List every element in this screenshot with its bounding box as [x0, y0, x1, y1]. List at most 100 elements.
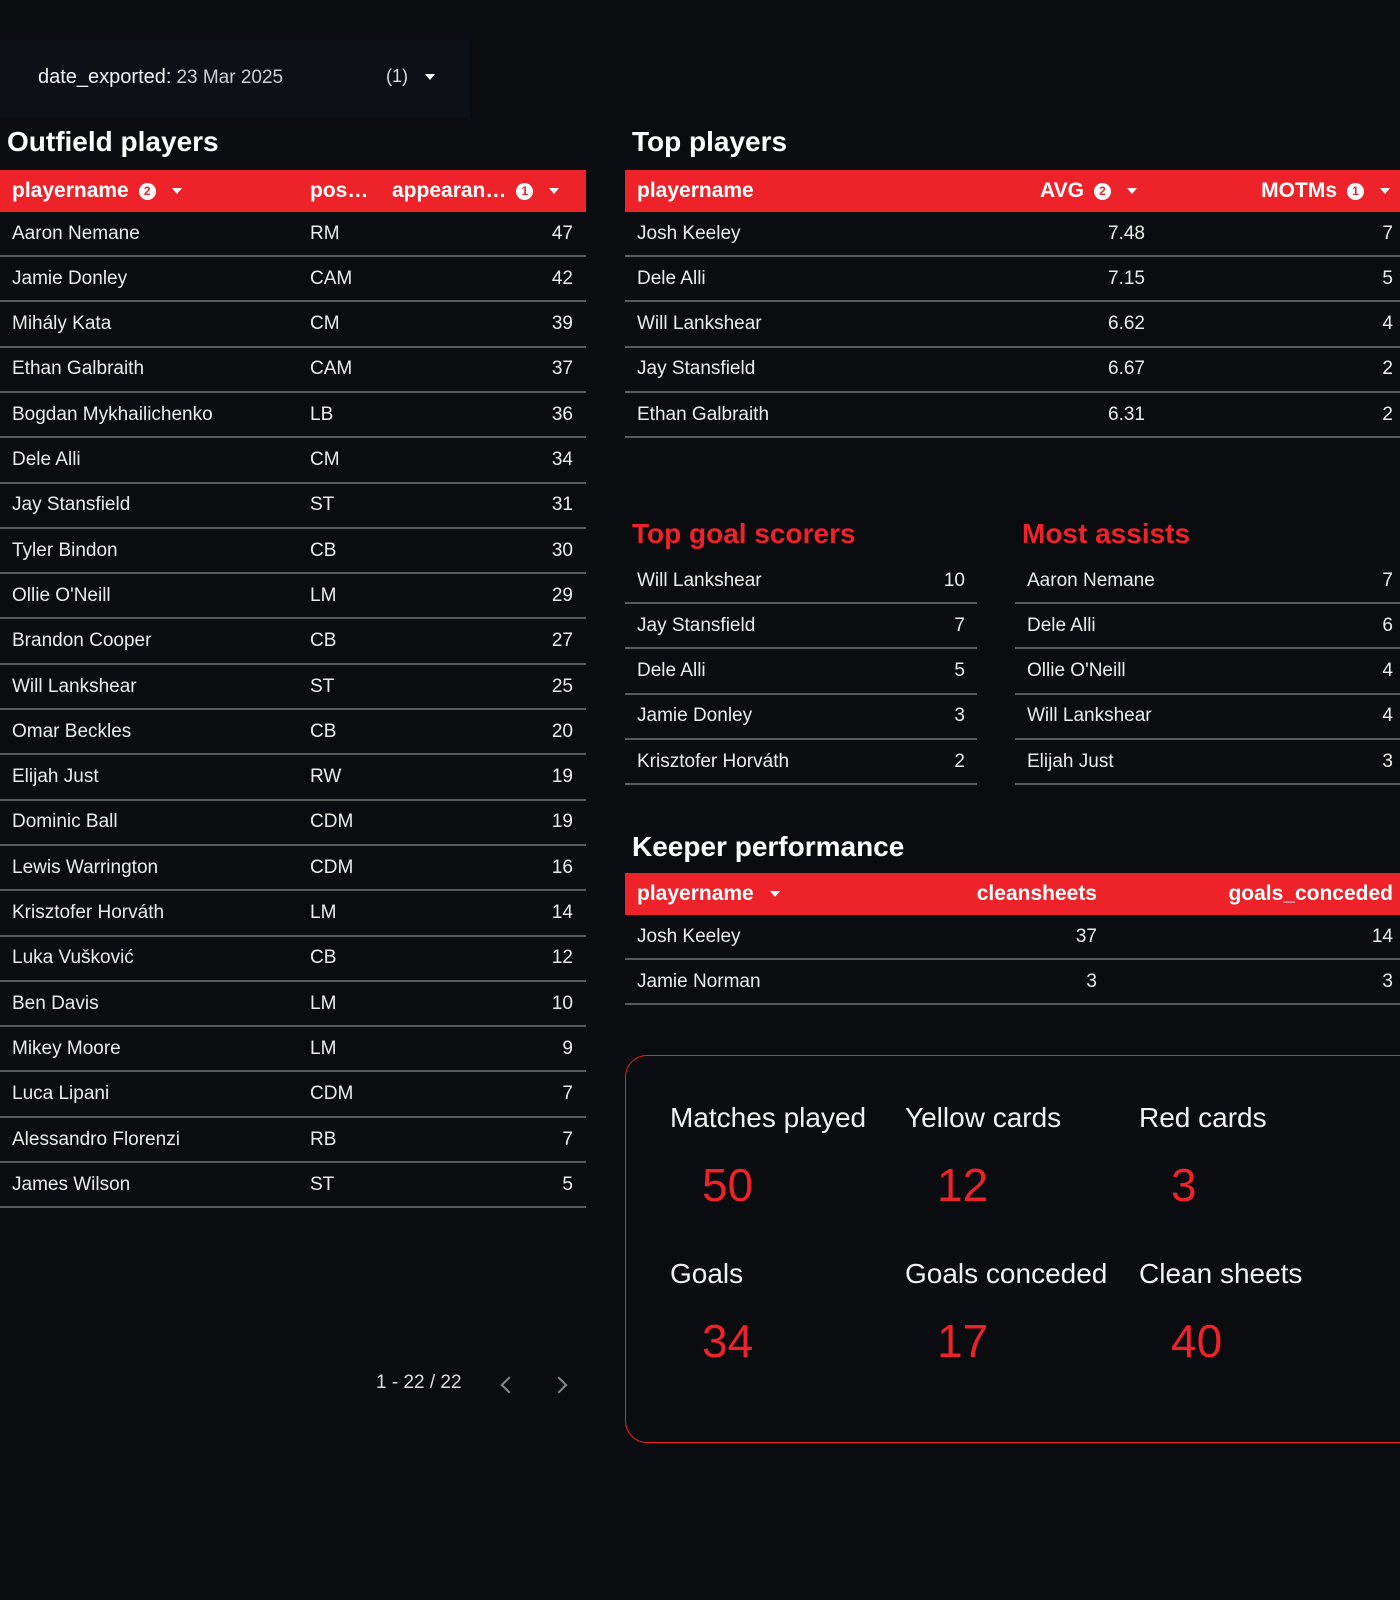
table-cell: 7.48 — [1108, 222, 1145, 244]
table-row: Bogdan Mykhailichenko LB 36 — [0, 393, 586, 439]
table-cell: 16 — [551, 856, 573, 878]
table-cell: 7 — [562, 1083, 573, 1105]
column-header[interactable]: pos… — [310, 170, 390, 212]
column-header[interactable]: appearan… 1 — [392, 170, 578, 212]
stat-value: 40 — [1171, 1315, 1223, 1367]
table-cell: Will Lankshear — [637, 569, 762, 591]
table-cell: 7 — [1382, 569, 1393, 591]
next-page[interactable] — [550, 1376, 568, 1394]
table-cell: Jamie Norman — [637, 970, 761, 992]
stat-value: 17 — [937, 1315, 989, 1367]
table-cell: 30 — [551, 539, 573, 561]
table-cell: Brandon Cooper — [12, 630, 152, 652]
stat-label: Red cards — [1139, 1102, 1267, 1133]
table-row: Jamie Donley 3 — [625, 695, 977, 740]
table-row: Will Lankshear ST 25 — [0, 665, 586, 710]
table-cell: 3 — [1382, 750, 1393, 772]
table-cell: CAM — [310, 358, 353, 380]
table-cell: Mihály Kata — [12, 313, 112, 335]
column-header[interactable]: playername — [637, 873, 937, 915]
table-row: Josh Keeley 37 14 — [625, 915, 1400, 960]
column-header[interactable]: playername — [637, 170, 987, 212]
filter-label: date_exported: — [38, 66, 172, 88]
filter-count-text: (1) — [386, 66, 408, 86]
table-cell: Will Lankshear — [637, 313, 762, 335]
column-header[interactable]: goals_conceded — [1125, 873, 1393, 915]
table-cell: ST — [310, 1173, 335, 1195]
filter-value: 23 Mar 2025 — [176, 67, 284, 88]
table-row: Brandon Cooper CB 27 — [0, 620, 586, 665]
table-cell: 6.31 — [1108, 403, 1145, 425]
table-cell: 19 — [551, 811, 573, 833]
table-cell: CDM — [310, 1083, 354, 1105]
table-row: Mikey Moore LM 9 — [0, 1027, 586, 1073]
table-cell: James Wilson — [12, 1173, 131, 1195]
table-cell: 27 — [551, 630, 573, 652]
table-cell: LB — [310, 403, 334, 425]
table-cell: 19 — [551, 766, 573, 788]
table-header — [625, 170, 1400, 212]
stat-label: Matches played — [670, 1102, 867, 1133]
table-cell: 47 — [551, 222, 573, 244]
prev-page[interactable] — [500, 1376, 518, 1394]
stat-value: 12 — [937, 1159, 989, 1211]
table-cell: 6.62 — [1108, 313, 1145, 335]
table-cell: LM — [310, 584, 337, 606]
table-cell: 2 — [954, 750, 965, 772]
table-cell: 20 — [551, 720, 573, 742]
table-cell: RW — [310, 766, 342, 788]
table-cell: LM — [310, 902, 337, 923]
table-row: Alessandro Florenzi RB 7 — [0, 1118, 586, 1163]
table-cell: ST — [310, 494, 335, 516]
table-cell: Dele Alli — [637, 660, 706, 682]
table-cell: 5 — [562, 1173, 573, 1195]
table-cell: 2 — [1382, 358, 1393, 380]
sort-icon — [171, 188, 182, 194]
column-label: playername — [637, 179, 754, 202]
table-cell: 37 — [551, 358, 573, 380]
table-cell: Aaron Nemane — [1027, 569, 1155, 591]
table-row: Ollie O'Neill LM 29 — [0, 574, 586, 620]
column-header[interactable]: AVG 2 — [995, 170, 1137, 212]
table-header — [625, 873, 1400, 915]
table-row: Jamie Norman 3 3 — [625, 960, 1400, 1006]
table-cell: Luka Vušković — [12, 947, 134, 969]
table-cell: Jay Stansfield — [12, 494, 131, 516]
column-header[interactable]: playername 2 — [12, 170, 302, 212]
table-row: Aaron Nemane 7 — [1015, 559, 1400, 604]
table-cell: Josh Keeley — [637, 925, 741, 947]
table-cell: 7 — [1382, 222, 1393, 244]
table-cell: Josh Keeley — [637, 222, 741, 244]
table-cell: 3 — [1086, 970, 1097, 992]
table-row: Elijah Just RW 19 — [0, 756, 586, 801]
table-cell: Jamie Donley — [12, 267, 128, 289]
table-row: Omar Beckles CB 20 — [0, 710, 586, 756]
table-row: Dominic Ball CDM 19 — [0, 801, 586, 846]
column-label: playername — [637, 882, 754, 905]
table-row: Krisztofer Horváth LM 14 — [0, 892, 586, 937]
table-cell: Elijah Just — [12, 766, 99, 788]
table-cell: 9 — [562, 1037, 573, 1059]
table-row: James Wilson ST 5 — [0, 1163, 586, 1209]
table-cell: 42 — [551, 267, 573, 289]
table-cell: 4 — [1382, 660, 1393, 682]
table-row: Ben Davis LM 10 — [0, 982, 586, 1028]
table-cell: CDM — [310, 811, 354, 833]
table-header — [0, 170, 586, 212]
table-row: Jay Stansfield ST 31 — [0, 484, 586, 529]
column-header[interactable]: MOTMs 1 — [1175, 170, 1390, 212]
column-header[interactable]: cleansheets — [925, 873, 1097, 915]
pagination-text: 1 - 22 / 22 — [376, 1372, 462, 1393]
table-cell: 37 — [1075, 925, 1097, 947]
table-row: Dele Alli 6 — [1015, 604, 1400, 650]
stat-value: 3 — [1171, 1159, 1197, 1211]
table-cell: CB — [310, 720, 337, 742]
table-row: Ethan Galbraith 6.31 2 — [625, 393, 1400, 439]
table-cell: CM — [310, 313, 340, 335]
table-cell: LM — [310, 992, 337, 1014]
table-row: Krisztofer Horváth 2 — [625, 740, 977, 786]
table-cell: Jay Stansfield — [637, 358, 756, 380]
filter-control[interactable] — [0, 40, 470, 118]
table-cell: 3 — [1382, 970, 1393, 992]
